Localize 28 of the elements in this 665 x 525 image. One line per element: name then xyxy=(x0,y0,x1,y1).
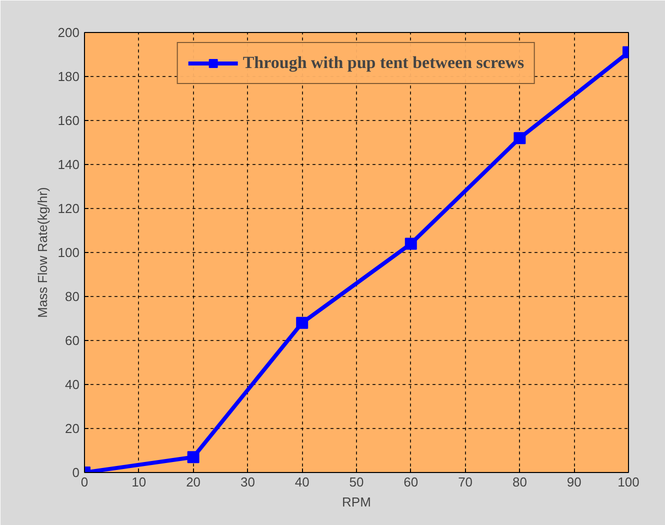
x-tick-label: 10 xyxy=(132,474,146,490)
x-tick-label: 100 xyxy=(618,474,640,490)
y-tick-label: 120 xyxy=(58,201,80,216)
x-tick-label: 50 xyxy=(349,474,364,490)
x-tick-label: 70 xyxy=(458,474,473,490)
y-tick-label: 180 xyxy=(58,69,80,84)
point xyxy=(187,451,200,464)
y-tick-label: 40 xyxy=(65,377,80,392)
x-tick-label: 90 xyxy=(566,474,582,490)
x-tick-label: 60 xyxy=(404,474,418,490)
x-tick-label: 80 xyxy=(512,474,527,490)
point xyxy=(514,132,526,144)
y-tick-label: 20 xyxy=(65,421,80,436)
y-tick-label: 200 xyxy=(58,25,80,40)
y-tick-label: 60 xyxy=(65,333,80,348)
legend-label: Through with pup tent between screws xyxy=(242,53,524,73)
y-tick-label: 0 xyxy=(72,465,80,480)
x-tick-label: 20 xyxy=(186,474,201,490)
x-axis-title: RPM xyxy=(342,494,371,510)
point xyxy=(296,316,308,329)
x-tick-label: 40 xyxy=(294,474,310,490)
x-tick-label: 30 xyxy=(240,474,255,490)
point xyxy=(404,238,417,250)
y-tick-label: 140 xyxy=(58,157,80,172)
y-tick-label: 100 xyxy=(58,245,80,260)
y-tick-label: 160 xyxy=(58,113,80,128)
y-tick-label: 80 xyxy=(65,289,80,304)
y-axis-title: Mass Flow Rate(kg/hr) xyxy=(34,187,50,318)
